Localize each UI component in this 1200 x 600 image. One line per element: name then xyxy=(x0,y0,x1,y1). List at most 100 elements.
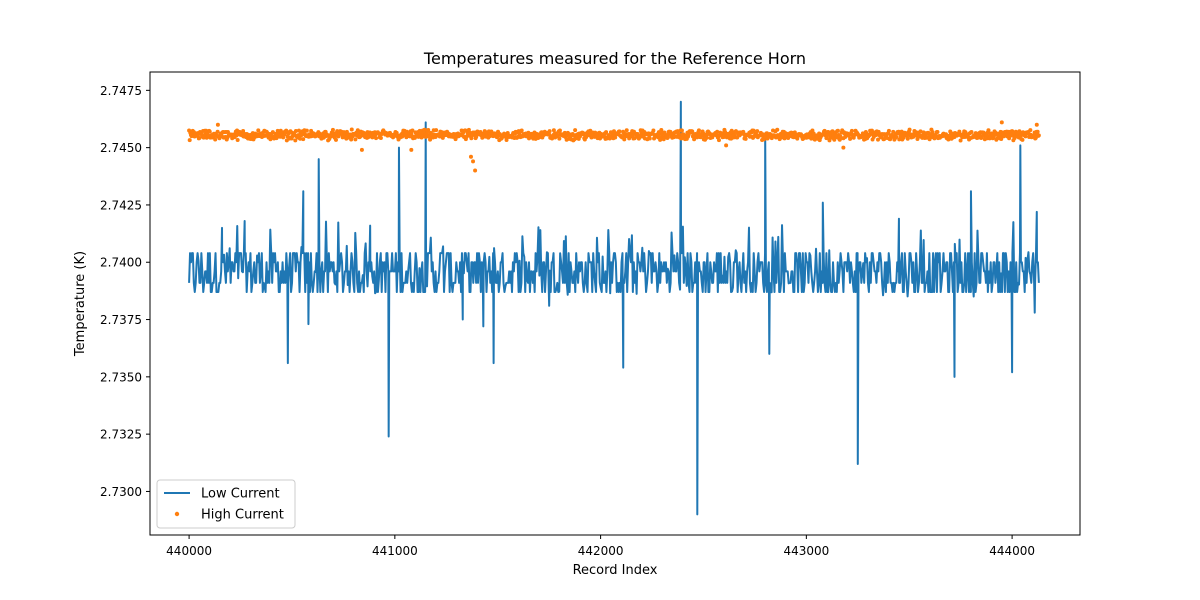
high-current-series xyxy=(187,120,1041,173)
high-current-point xyxy=(775,127,780,132)
plot-area xyxy=(150,72,1080,535)
high-current-point xyxy=(891,129,896,134)
high-current-point xyxy=(704,135,709,140)
high-current-point xyxy=(679,128,684,133)
high-current-point xyxy=(301,137,306,142)
high-current-point xyxy=(905,136,910,141)
high-current-point xyxy=(1023,134,1028,139)
high-current-point xyxy=(665,135,670,140)
plot-frame xyxy=(149,71,1081,536)
high-current-point xyxy=(304,128,309,133)
high-current-point xyxy=(986,128,991,133)
high-current-point xyxy=(557,136,562,141)
y-tick-label: 2.7400 xyxy=(100,256,142,270)
x-tick-label: 443000 xyxy=(783,544,829,558)
high-current-point xyxy=(1020,137,1025,142)
low-current-line xyxy=(188,100,1040,516)
high-current-point xyxy=(1034,122,1039,127)
y-tick-label: 2.7375 xyxy=(100,313,142,327)
high-current-point xyxy=(573,128,578,133)
high-current-point xyxy=(651,128,656,133)
high-current-point xyxy=(374,136,379,141)
legend-low-current-label: Low Current xyxy=(201,487,280,502)
high-current-point xyxy=(463,128,468,133)
high-current-point xyxy=(743,136,748,141)
high-current-point xyxy=(355,128,360,133)
high-current-point xyxy=(422,127,427,132)
high-current-point xyxy=(999,120,1004,125)
high-current-point xyxy=(729,128,734,133)
high-current-point xyxy=(822,128,827,133)
high-current-point xyxy=(849,128,854,133)
high-current-point xyxy=(204,128,209,133)
high-current-point xyxy=(378,135,383,140)
high-current-point xyxy=(426,128,431,133)
high-current-point xyxy=(1035,129,1040,134)
high-current-point xyxy=(792,130,797,135)
legend-box xyxy=(156,479,296,529)
high-current-point xyxy=(298,136,303,141)
high-current-point xyxy=(333,137,338,142)
y-tick-label: 2.7425 xyxy=(100,198,142,212)
high-current-point xyxy=(584,135,589,140)
high-current-point xyxy=(751,128,756,133)
x-tick-label: 440000 xyxy=(166,544,212,558)
high-current-point xyxy=(409,147,414,152)
y-tick-label: 2.7325 xyxy=(100,428,142,442)
high-current-point xyxy=(957,129,962,134)
x-tick-label: 444000 xyxy=(989,544,1035,558)
x-tick-label: 441000 xyxy=(372,544,418,558)
high-current-point xyxy=(519,128,524,133)
y-tick-label: 2.7300 xyxy=(100,485,142,499)
high-current-point xyxy=(293,138,298,143)
high-current-point xyxy=(930,130,935,135)
high-current-point xyxy=(696,128,701,133)
x-axis-ticks: 440000 441000 442000 443000 444000 xyxy=(166,535,1035,558)
high-current-point xyxy=(755,129,760,134)
high-current-point xyxy=(795,136,800,141)
high-current-point xyxy=(187,138,192,143)
high-current-point xyxy=(869,128,874,133)
high-current-point xyxy=(876,137,880,142)
high-current-point xyxy=(918,129,923,134)
high-current-point xyxy=(359,147,364,152)
high-current-point xyxy=(907,127,912,132)
high-current-point xyxy=(617,129,622,134)
high-current-point xyxy=(235,137,240,142)
high-current-point xyxy=(886,128,891,133)
low-current-series xyxy=(188,100,1040,516)
high-current-point xyxy=(353,137,358,142)
legend: Low Current High Current xyxy=(156,479,296,529)
high-current-point xyxy=(469,136,474,141)
high-current-point xyxy=(504,138,509,143)
legend-high-current-swatch xyxy=(174,511,180,517)
high-current-point xyxy=(281,135,286,140)
high-current-point xyxy=(958,138,963,143)
high-current-point xyxy=(632,136,637,141)
high-current-point xyxy=(690,129,695,134)
y-axis-ticks: 2.7300 2.7325 2.7350 2.7375 2.7400 2.7425 2.74… xyxy=(100,84,150,499)
chart-title: Temperatures measured for the Reference … xyxy=(423,49,806,68)
high-current-point xyxy=(349,127,354,132)
high-current-point xyxy=(256,128,261,133)
high-current-point xyxy=(716,138,721,143)
high-current-point xyxy=(410,128,415,133)
high-current-point xyxy=(647,136,652,141)
high-current-point xyxy=(1036,133,1041,138)
high-current-point xyxy=(551,128,556,133)
high-current-point xyxy=(848,136,853,141)
y-tick-label: 2.7350 xyxy=(100,370,142,384)
high-current-point xyxy=(434,128,439,133)
high-current-point xyxy=(676,132,681,137)
high-current-point xyxy=(557,128,562,133)
high-current-point xyxy=(715,129,720,134)
high-current-point xyxy=(330,127,335,132)
high-current-point xyxy=(581,131,586,136)
high-current-point xyxy=(894,134,899,139)
x-tick-label: 442000 xyxy=(578,544,624,558)
high-current-point xyxy=(471,159,476,164)
x-axis-label: Record Index xyxy=(573,563,658,578)
high-current-point xyxy=(480,135,485,140)
legend-high-current-label: High Current xyxy=(201,508,284,523)
